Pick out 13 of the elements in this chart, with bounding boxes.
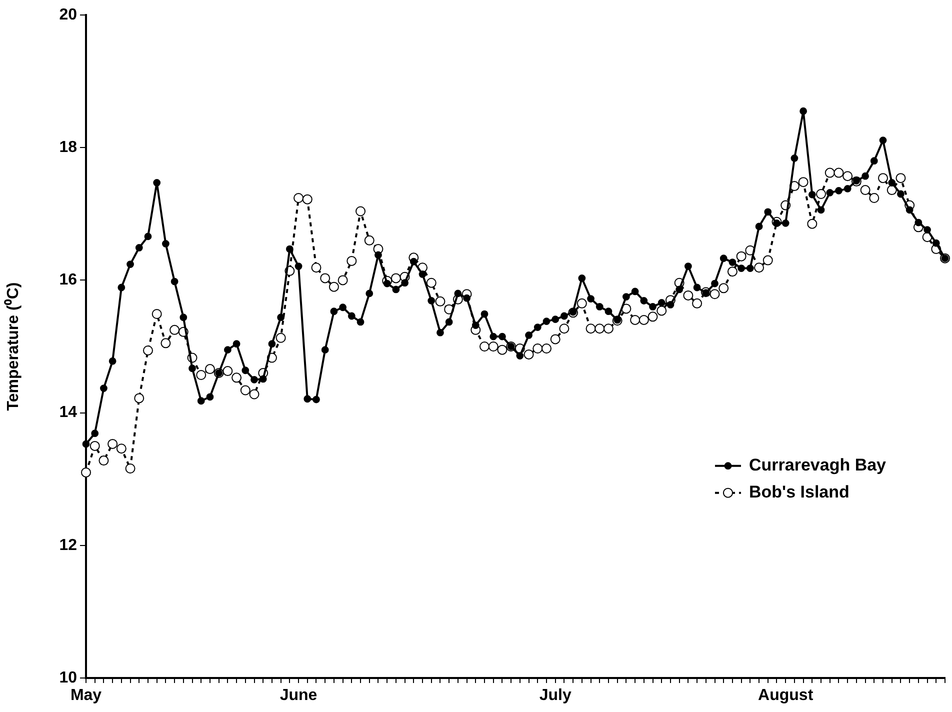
y-tick-label: 16	[59, 272, 78, 289]
legend-label: Bob's Island	[749, 482, 850, 502]
y-tick-label: 14	[59, 404, 78, 422]
x-tick-label: May	[70, 687, 102, 704]
y-tick-label: 20	[59, 6, 78, 24]
y-tick-label: 10	[59, 669, 78, 686]
x-tick-label: June	[280, 687, 318, 704]
x-tick-label: August	[758, 687, 814, 704]
y-axis-title: Temperature (⁰C)	[4, 282, 22, 411]
x-tick-label: July	[539, 687, 572, 704]
y-tick-label: 18	[59, 139, 78, 156]
legend-label: Currarevagh Bay	[749, 456, 887, 475]
y-tick-label: 12	[59, 536, 78, 554]
